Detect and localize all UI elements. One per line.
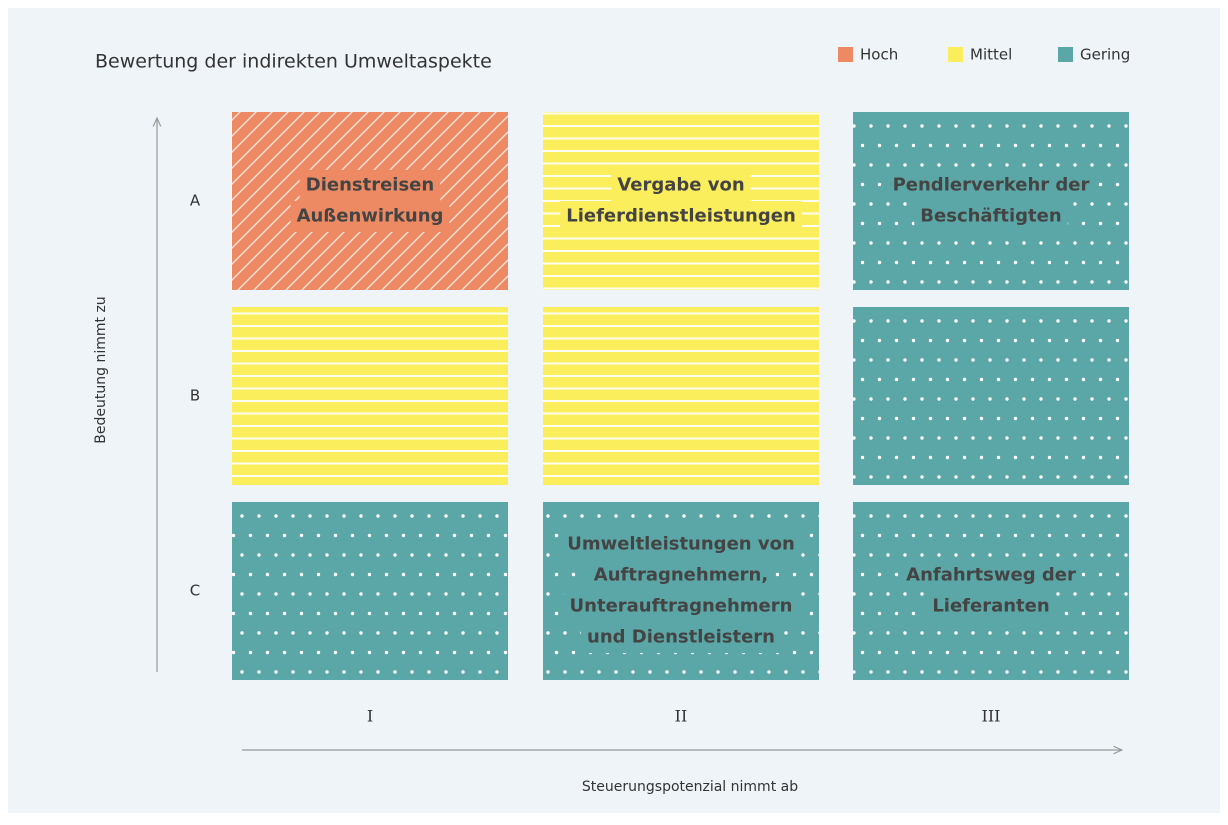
label-background [561, 529, 801, 560]
matrix-cell [232, 502, 508, 680]
cell-label: Außenwirkung [297, 206, 444, 227]
matrix-cell: Vergabe von Lieferdienstleistungen [543, 112, 819, 290]
label-background [581, 622, 781, 653]
legend-label: Hoch [860, 46, 898, 64]
label-background [299, 170, 441, 201]
label-background [900, 560, 1082, 591]
cell-label: Umweltleistungen von [567, 534, 795, 555]
cell-background [232, 502, 508, 680]
legend-swatch [1058, 47, 1073, 62]
title: Bewertung der indirekten Umweltaspekte [95, 51, 492, 73]
cell-label: Beschäftigten [920, 206, 1061, 227]
column-label: I [367, 707, 373, 726]
legend-swatch [948, 47, 963, 62]
label-background [290, 201, 450, 232]
cell-label: Vergabe von [617, 175, 744, 196]
column-label: III [982, 707, 1001, 726]
matrix-cell [543, 307, 819, 485]
matrix-cell [853, 307, 1129, 485]
cell-background [232, 307, 508, 485]
row-label: B [190, 387, 200, 405]
row-label: A [190, 192, 201, 210]
matrix-cell: Umweltleistungen von Auftragnehmern, Unter… [543, 502, 819, 680]
cell-background [543, 307, 819, 485]
cell-label: Lieferdienstleistungen [566, 206, 796, 227]
matrix-cell: Anfahrtsweg der Lieferanten [853, 502, 1129, 680]
label-background [914, 201, 1068, 232]
label-background [886, 170, 1096, 201]
legend-label: Mittel [970, 46, 1012, 64]
cell-label: und Dienstleistern [587, 627, 775, 648]
row-label: C [190, 582, 200, 600]
cell-label: Dienstreisen [306, 175, 434, 196]
label-background [587, 560, 775, 591]
cell-label: Anfahrtsweg der [906, 565, 1076, 586]
legend-swatch [838, 47, 853, 62]
cell-label: Lieferanten [932, 596, 1049, 617]
column-label: II [675, 707, 688, 726]
cell-label: Auftragnehmern, [594, 565, 768, 586]
matrix-cell: Pendlerverkehr der Beschäftigten [853, 112, 1129, 290]
label-background [926, 591, 1056, 622]
label-background [563, 591, 799, 622]
y-axis-label: Bedeutung nimmt zu [93, 296, 109, 443]
legend-label: Gering [1080, 46, 1130, 64]
label-background [560, 201, 802, 232]
label-background [611, 170, 751, 201]
cell-label: Unterauftragnehmern [570, 596, 793, 617]
x-axis-label: Steuerungspotenzial nimmt ab [582, 779, 798, 795]
matrix-cell [232, 307, 508, 485]
cell-label: Pendlerverkehr der [893, 175, 1090, 196]
cell-background [853, 307, 1129, 485]
matrix-cell: Dienstreisen Außenwirkung [232, 112, 508, 290]
